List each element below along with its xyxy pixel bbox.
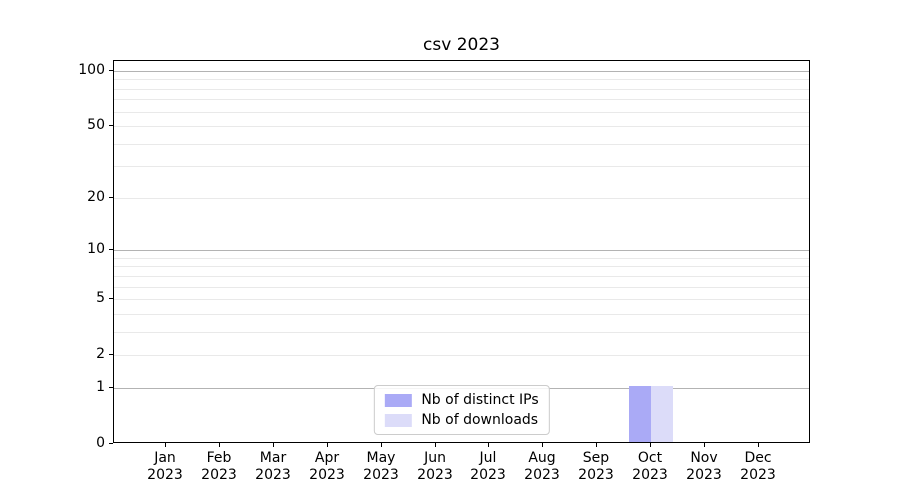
y-tick xyxy=(109,354,113,355)
x-tick-label-month: Dec xyxy=(744,450,772,466)
y-tick xyxy=(109,197,113,198)
x-tick xyxy=(650,443,651,447)
x-tick xyxy=(273,443,274,447)
x-tick-label-year: 2023 xyxy=(686,467,722,483)
x-tick-label: Mar 2023 xyxy=(241,450,305,484)
x-tick-label: Dec 2023 xyxy=(726,450,790,484)
x-tick xyxy=(219,443,220,447)
y-gridline xyxy=(114,166,809,167)
y-gridline xyxy=(114,266,809,267)
y-tick-label: 20 xyxy=(87,189,105,205)
legend-entry-downloads: Nb of downloads xyxy=(384,412,538,428)
x-tick-label-month: Aug xyxy=(528,450,556,466)
y-tick-label: 100 xyxy=(78,62,105,78)
y-tick-label: 0 xyxy=(96,435,105,451)
y-gridline xyxy=(114,287,809,288)
x-tick-label-month: Jan xyxy=(154,450,176,466)
x-tick-label-year: 2023 xyxy=(578,467,614,483)
x-tick-label-year: 2023 xyxy=(255,467,291,483)
legend-label-distinct-ips: Nb of distinct IPs xyxy=(421,392,539,408)
y-tick-label: 5 xyxy=(96,290,105,306)
bar-oct-s0 xyxy=(629,386,651,442)
x-tick xyxy=(381,443,382,447)
y-gridline xyxy=(114,258,809,259)
legend-entry-distinct-ips: Nb of distinct IPs xyxy=(384,392,539,408)
y-tick xyxy=(109,387,113,388)
legend-swatch-downloads xyxy=(384,413,412,427)
y-gridline xyxy=(114,112,809,113)
y-gridline xyxy=(114,332,809,333)
x-tick-label-month: Jul xyxy=(479,450,497,466)
y-tick xyxy=(109,249,113,250)
x-tick xyxy=(704,443,705,447)
y-gridline xyxy=(114,99,809,100)
legend-label-downloads: Nb of downloads xyxy=(421,412,539,428)
y-tick xyxy=(109,125,113,126)
x-tick-label: Nov 2023 xyxy=(672,450,736,484)
legend-swatch-distinct-ips xyxy=(384,393,412,407)
x-tick-label: May 2023 xyxy=(349,450,413,484)
bar-oct-s1 xyxy=(651,386,673,442)
x-tick xyxy=(327,443,328,447)
x-tick xyxy=(542,443,543,447)
y-gridline xyxy=(114,144,809,145)
x-tick-label: Apr 2023 xyxy=(295,450,359,484)
x-tick-label-month: May xyxy=(366,450,396,466)
x-tick-label-month: Jun xyxy=(424,450,446,466)
y-tick-label: 10 xyxy=(87,241,105,257)
x-tick-label-month: Oct xyxy=(637,450,663,466)
y-gridline xyxy=(114,355,809,356)
y-gridline xyxy=(114,89,809,90)
x-tick-label: Aug 2023 xyxy=(510,450,574,484)
x-tick-label-month: Nov xyxy=(690,450,718,466)
x-tick-label-year: 2023 xyxy=(309,467,345,483)
x-tick xyxy=(758,443,759,447)
x-tick xyxy=(165,443,166,447)
chart-title: csv 2023 xyxy=(423,35,500,55)
y-gridline xyxy=(114,198,809,199)
x-tick-label-year: 2023 xyxy=(363,467,399,483)
y-gridline xyxy=(114,126,809,127)
y-gridline xyxy=(114,71,809,72)
x-tick-label: Jul 2023 xyxy=(456,450,520,484)
x-tick-label-year: 2023 xyxy=(147,467,183,483)
legend: Nb of distinct IPs Nb of downloads xyxy=(373,385,550,435)
y-tick-label: 2 xyxy=(96,346,105,362)
y-tick xyxy=(109,443,113,444)
x-tick xyxy=(435,443,436,447)
x-tick-label-year: 2023 xyxy=(740,467,776,483)
x-tick-label: Jan 2023 xyxy=(133,450,197,484)
x-tick-label: Oct 2023 xyxy=(618,450,682,484)
x-tick xyxy=(596,443,597,447)
x-tick xyxy=(488,443,489,447)
y-gridline xyxy=(114,276,809,277)
plot-area: Nb of distinct IPs Nb of downloads xyxy=(113,60,810,443)
x-tick-label-month: Apr xyxy=(314,450,340,466)
x-tick-label-year: 2023 xyxy=(470,467,506,483)
x-tick-label-month: Feb xyxy=(206,450,232,466)
x-tick-label-year: 2023 xyxy=(201,467,237,483)
x-tick-label-year: 2023 xyxy=(632,467,668,483)
x-tick-label: Jun 2023 xyxy=(403,450,467,484)
y-gridline xyxy=(114,79,809,80)
y-tick xyxy=(109,70,113,71)
y-tick-label: 50 xyxy=(87,117,105,133)
x-tick-label: Sep 2023 xyxy=(564,450,628,484)
x-tick-label: Feb 2023 xyxy=(187,450,251,484)
x-tick-label-year: 2023 xyxy=(524,467,560,483)
x-tick-label-year: 2023 xyxy=(417,467,453,483)
x-tick-label-month: Mar xyxy=(259,450,287,466)
y-tick-label: 1 xyxy=(96,379,105,395)
y-gridline xyxy=(114,299,809,300)
y-tick xyxy=(109,298,113,299)
y-gridline xyxy=(114,250,809,251)
y-gridline xyxy=(114,314,809,315)
x-tick-label-month: Sep xyxy=(582,450,610,466)
